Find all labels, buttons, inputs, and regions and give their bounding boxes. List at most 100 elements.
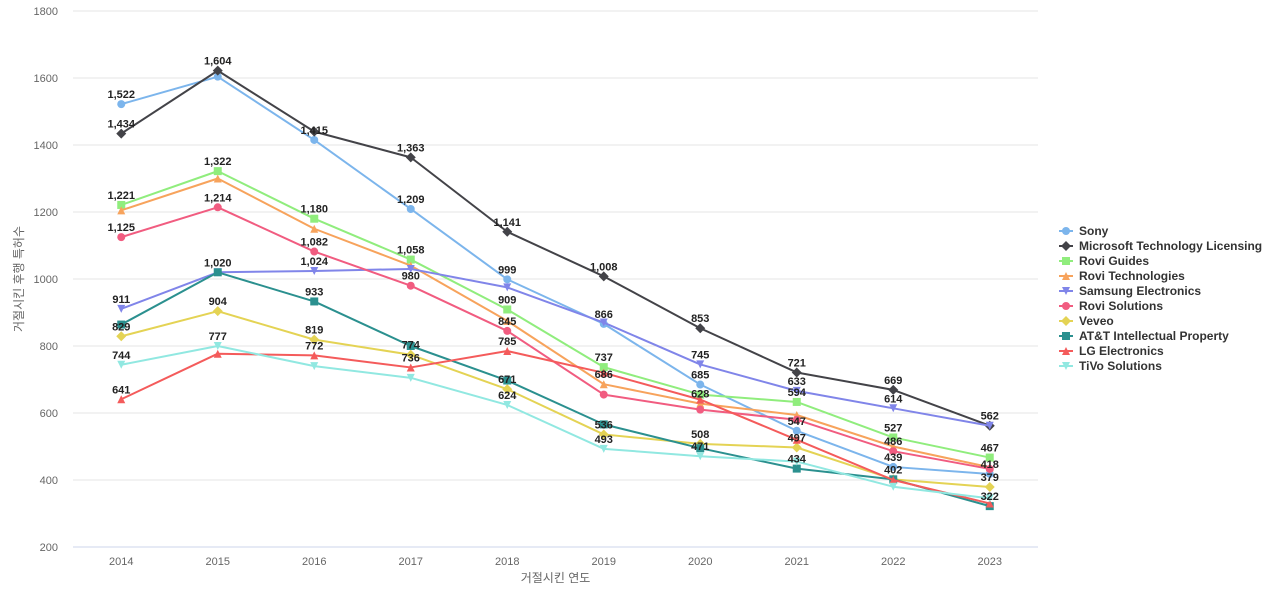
data-label: 853 — [691, 313, 709, 325]
data-label: 633 — [788, 376, 806, 388]
series-veveo — [116, 306, 995, 493]
data-point — [502, 384, 513, 395]
legend-item[interactable]: TiVo Solutions — [1059, 359, 1162, 373]
data-label: 562 — [981, 411, 999, 423]
data-point — [116, 128, 127, 139]
data-label: 745 — [691, 349, 709, 361]
legend-item[interactable]: Microsoft Technology Licensing — [1059, 239, 1262, 253]
legend-label: LG Electronics — [1079, 344, 1164, 358]
y-tick-label: 600 — [40, 408, 58, 420]
data-label: 980 — [402, 271, 420, 283]
data-point — [599, 420, 608, 429]
data-label: 829 — [112, 321, 130, 333]
data-label: 527 — [884, 422, 902, 434]
data-point — [503, 305, 512, 314]
data-point — [792, 386, 801, 395]
y-tick-label: 800 — [40, 341, 58, 353]
legend-item[interactable]: Rovi Guides — [1059, 254, 1149, 268]
legend-label: Rovi Solutions — [1079, 299, 1163, 313]
data-label: 1,058 — [397, 245, 425, 257]
data-point — [309, 126, 320, 137]
data-label: 402 — [884, 464, 902, 476]
series-line — [120, 170, 990, 459]
data-point — [405, 349, 416, 360]
x-tick-label: 2023 — [978, 556, 1002, 568]
data-point — [310, 214, 319, 223]
series-layer — [116, 65, 995, 511]
data-point — [599, 380, 608, 389]
data-point — [503, 376, 512, 385]
legend-label: Veveo — [1079, 314, 1114, 328]
data-point — [213, 349, 222, 358]
data-label: 785 — [498, 336, 516, 348]
series-line — [120, 350, 990, 505]
data-point — [503, 347, 512, 356]
data-label: 777 — [209, 331, 227, 343]
data-label: 508 — [691, 429, 709, 441]
data-point — [502, 226, 513, 237]
data-label: 685 — [691, 370, 709, 382]
y-axis-title: 거절시킨 후행 특허수 — [11, 226, 26, 332]
y-tick-label: 1000 — [34, 274, 58, 286]
y-tick-label: 1400 — [34, 140, 58, 152]
data-point — [696, 395, 705, 404]
data-point — [695, 323, 706, 334]
legend-item[interactable]: AT&T Intellectual Property — [1059, 329, 1229, 343]
series-line — [120, 177, 990, 469]
data-label: 669 — [884, 375, 902, 387]
legend-item[interactable]: LG Electronics — [1059, 344, 1164, 358]
data-point — [117, 233, 126, 242]
data-point — [310, 266, 319, 275]
legend-label: AT&T Intellectual Property — [1079, 329, 1229, 343]
y-axis-ticks: 200 400 600 800 1000 1200 1400 1600 1800 — [34, 6, 58, 554]
data-label: 418 — [981, 459, 999, 471]
data-point — [792, 415, 801, 424]
data-label: 1,082 — [300, 237, 328, 249]
data-label: 1,522 — [107, 89, 135, 101]
series-lg-electronics — [117, 347, 994, 508]
data-label: 736 — [402, 352, 420, 364]
y-tick-label: 400 — [40, 475, 58, 487]
series-samsung-electronics — [117, 264, 994, 430]
data-point — [406, 373, 415, 382]
series-line — [120, 267, 990, 427]
data-point — [985, 499, 994, 508]
data-point — [599, 368, 608, 377]
data-point — [696, 360, 705, 369]
series-sony — [117, 72, 994, 478]
data-point — [792, 435, 801, 444]
data-point — [985, 494, 994, 503]
data-point — [310, 351, 319, 360]
data-point — [406, 342, 415, 350]
data-point — [406, 204, 415, 213]
data-label: 594 — [788, 387, 807, 399]
data-label: 866 — [595, 309, 613, 321]
legend-item[interactable]: Veveo — [1059, 314, 1114, 328]
data-label: 1,604 — [204, 56, 232, 68]
series-line — [120, 271, 991, 508]
data-label: 497 — [788, 433, 806, 445]
data-point — [889, 433, 898, 442]
data-point — [213, 203, 222, 212]
data-label: 1,214 — [204, 192, 232, 204]
grid-layer — [73, 10, 1038, 548]
legend-item[interactable]: Rovi Technologies — [1059, 269, 1185, 283]
data-label: 1,024 — [300, 256, 328, 268]
x-axis-ticks: 2014 2015 2016 2017 2018 2019 2020 2021 2022 2023 — [109, 556, 1002, 568]
data-label: 467 — [981, 443, 999, 455]
legend-item[interactable]: Rovi Solutions — [1059, 299, 1163, 313]
legend-label: Sony — [1079, 224, 1109, 238]
data-point — [791, 367, 802, 378]
legend-item[interactable]: Samsung Electronics — [1059, 284, 1201, 298]
data-point — [598, 271, 609, 282]
data-label: 1,434 — [107, 119, 135, 131]
data-point — [310, 362, 319, 371]
data-point — [889, 482, 898, 491]
data-label: 1,221 — [107, 190, 135, 202]
data-point — [117, 304, 126, 313]
data-label: 493 — [595, 434, 613, 446]
data-point — [889, 476, 898, 484]
legend-item[interactable]: Sony — [1059, 224, 1109, 238]
data-point — [985, 421, 994, 430]
